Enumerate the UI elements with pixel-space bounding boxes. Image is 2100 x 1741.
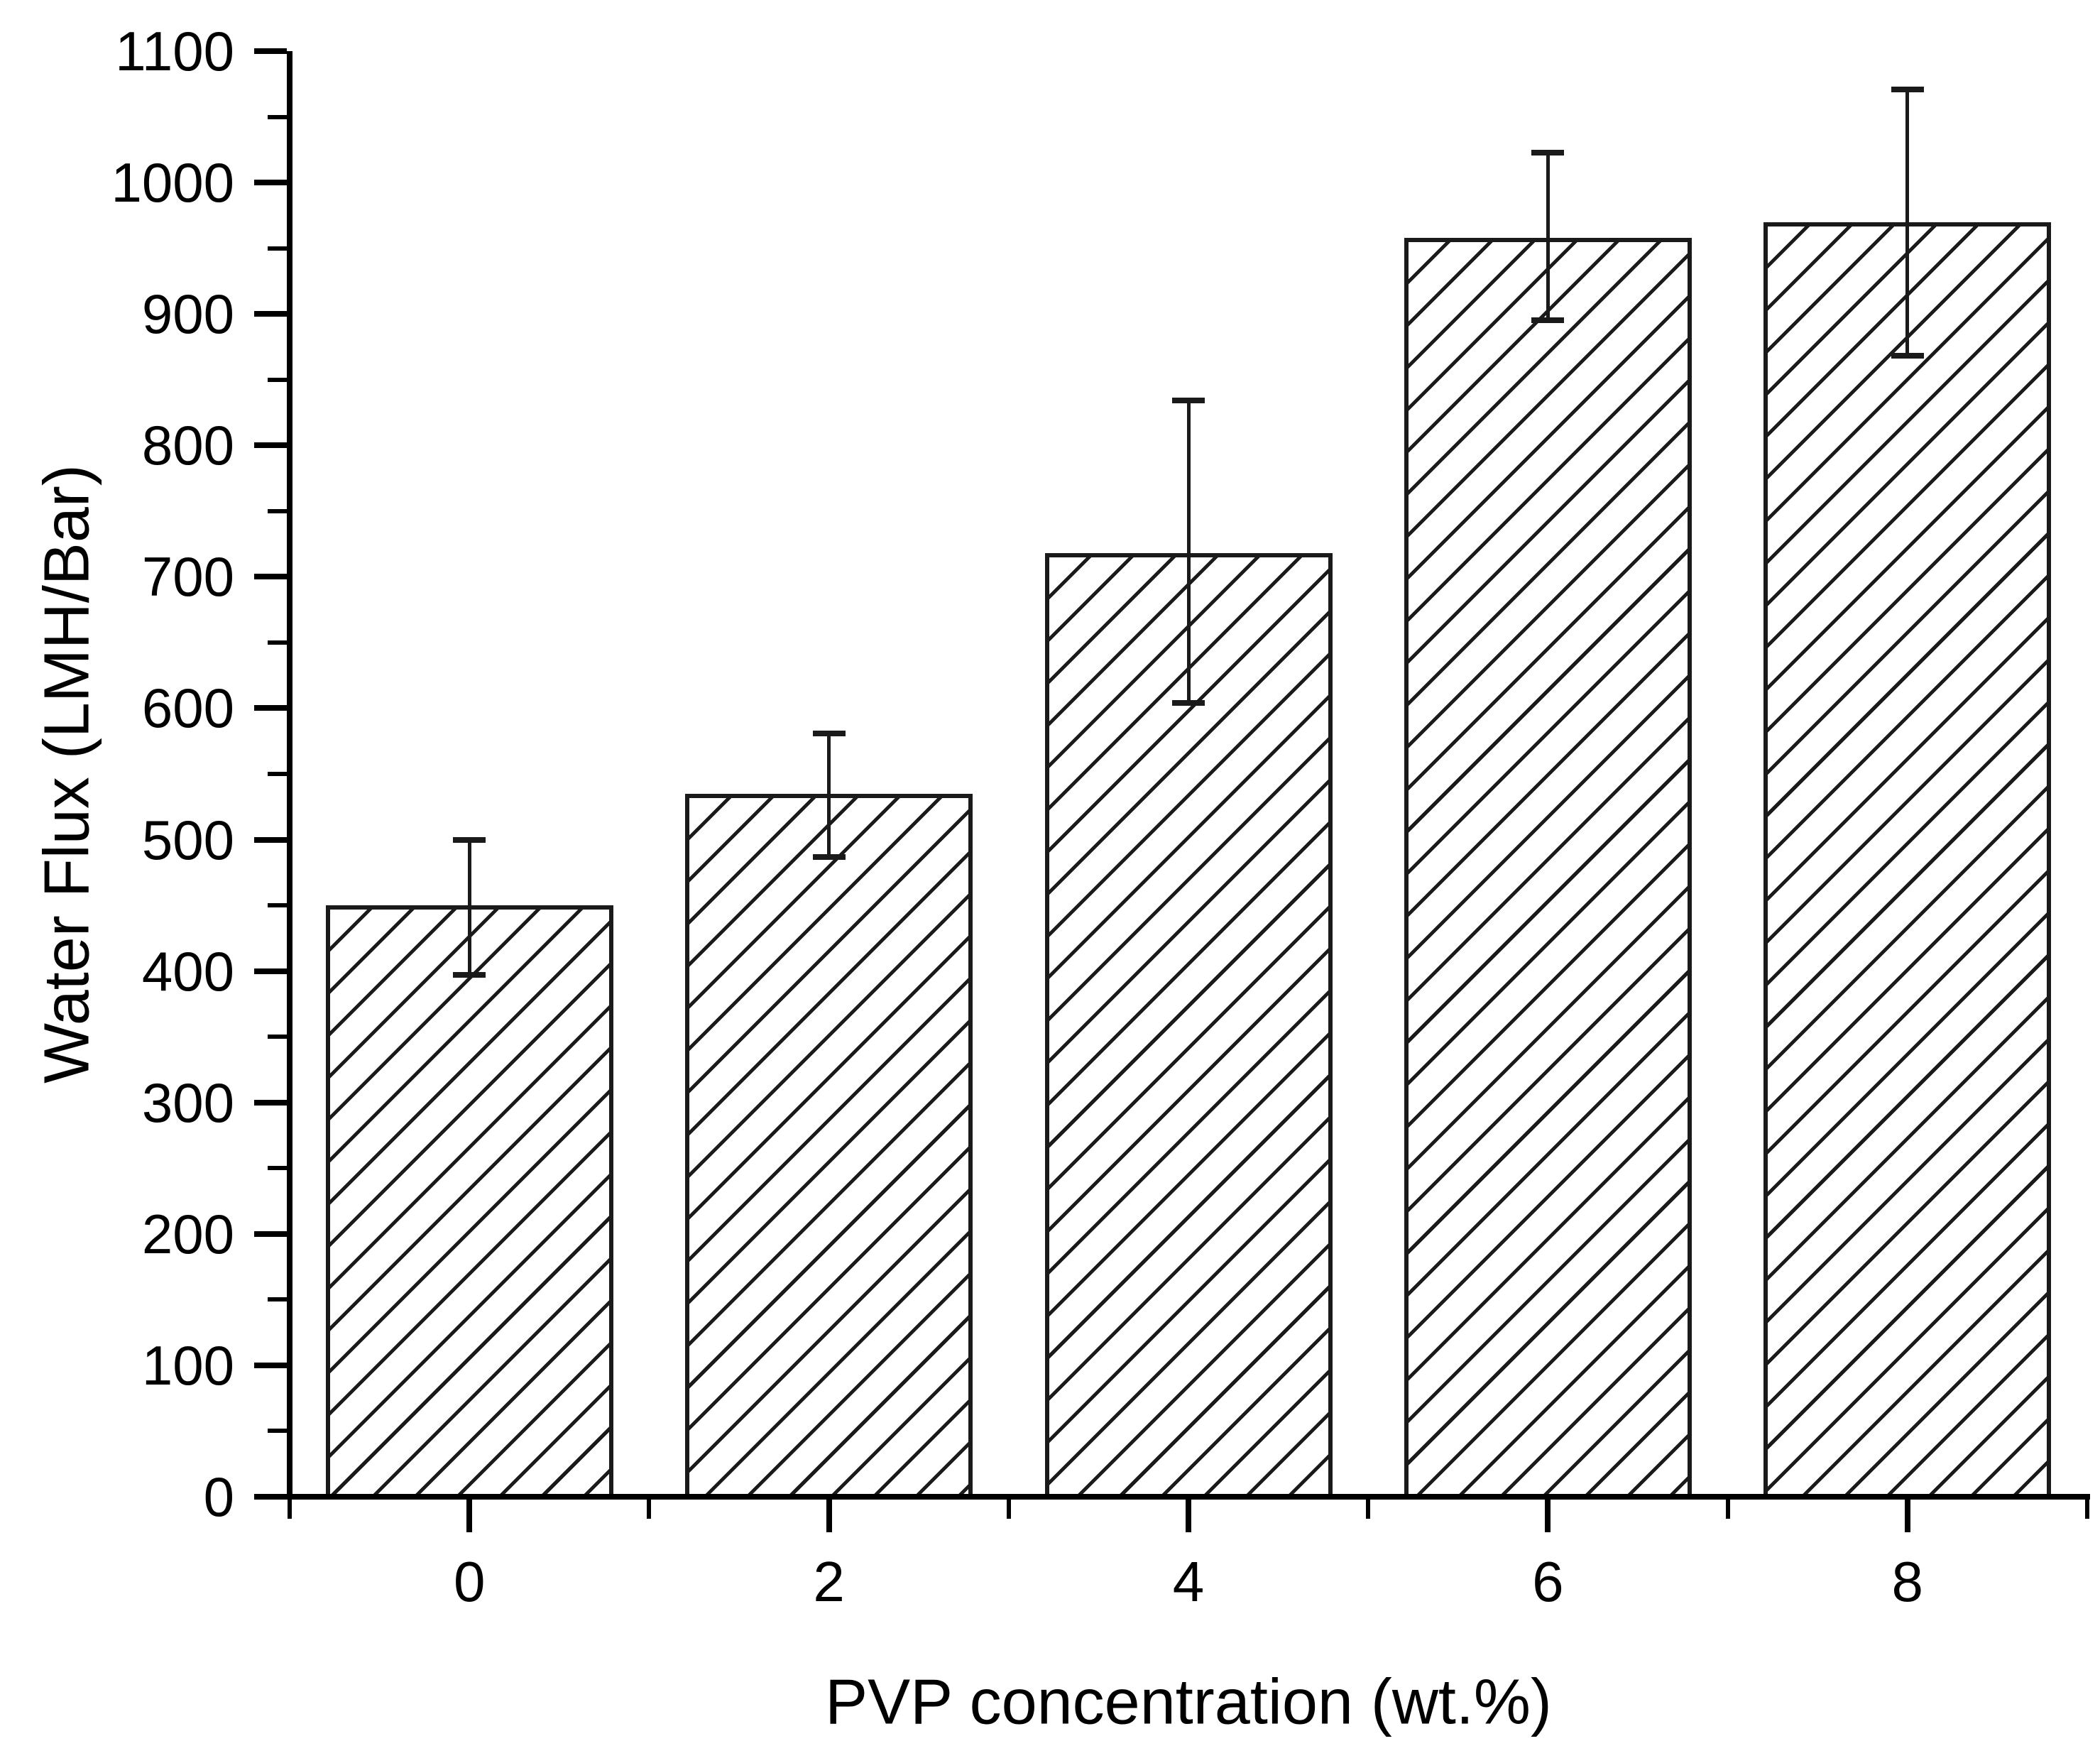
y-minor-tick (268, 903, 287, 908)
x-major-tick (1904, 1500, 1910, 1532)
x-axis-line (287, 1494, 2090, 1500)
x-minor-tick (1006, 1500, 1011, 1519)
x-axis-title: PVP concentration (wt.%) (825, 1666, 1552, 1738)
x-tick-label: 2 (813, 1550, 845, 1613)
y-minor-tick (268, 772, 287, 776)
y-minor-tick (268, 640, 287, 645)
y-major-tick (254, 1230, 287, 1237)
y-minor-tick (268, 114, 287, 119)
y-tick-label: 500 (141, 808, 234, 871)
y-minor-tick (268, 1166, 287, 1171)
error-bar-line (1186, 400, 1191, 704)
x-major-tick (1186, 1500, 1191, 1532)
y-major-tick (254, 311, 287, 317)
y-tick-label: 200 (141, 1202, 234, 1265)
x-tick-label: 8 (1891, 1550, 1924, 1613)
y-tick-label: 800 (141, 414, 234, 477)
error-bar-line (1905, 89, 1910, 356)
x-tick-label: 6 (1532, 1550, 1564, 1613)
y-tick-label: 600 (141, 677, 234, 740)
error-bar-cap-bottom (453, 972, 486, 978)
error-bar-cap-top (1172, 398, 1205, 404)
y-minor-tick (268, 1297, 287, 1302)
error-bar-line (467, 839, 471, 976)
y-major-tick (254, 180, 287, 186)
error-bar-cap-bottom (1531, 317, 1565, 324)
x-minor-tick (1725, 1500, 1730, 1519)
y-tick-label: 300 (141, 1071, 234, 1134)
bar (1404, 237, 1692, 1500)
x-minor-tick (288, 1500, 292, 1519)
error-bar-cap-bottom (1891, 353, 1924, 359)
y-major-tick (254, 48, 287, 54)
y-major-tick (254, 836, 287, 843)
error-bar-cap-top (453, 836, 486, 843)
bar (685, 793, 973, 1500)
bar (325, 905, 613, 1500)
y-tick-label: 100 (141, 1333, 234, 1397)
y-major-tick (254, 968, 287, 974)
x-major-tick (466, 1500, 473, 1532)
y-major-tick (254, 1362, 287, 1368)
x-tick-label: 4 (1172, 1550, 1205, 1613)
x-tick-label: 0 (453, 1550, 486, 1613)
y-minor-tick (268, 1035, 287, 1039)
y-tick-label: 400 (141, 939, 234, 1003)
error-bar-cap-bottom (1172, 700, 1205, 706)
y-major-tick (254, 442, 287, 449)
x-major-tick (826, 1500, 832, 1532)
error-bar-cap-top (1531, 149, 1565, 155)
x-minor-tick (2085, 1500, 2089, 1519)
error-bar-cap-bottom (812, 853, 846, 860)
bar (1044, 553, 1333, 1500)
bar (1763, 222, 2052, 1500)
y-major-tick (254, 705, 287, 711)
x-major-tick (1545, 1500, 1551, 1532)
y-minor-tick (268, 246, 287, 251)
y-axis-line (287, 51, 292, 1500)
y-minor-tick (268, 508, 287, 513)
x-minor-tick (647, 1500, 652, 1519)
y-tick-label: 700 (141, 545, 234, 608)
y-tick-label: 900 (141, 283, 234, 346)
y-minor-tick (268, 1429, 287, 1434)
error-bar-line (827, 733, 831, 857)
y-minor-tick (268, 377, 287, 382)
error-bar-cap-top (1891, 86, 1924, 92)
x-minor-tick (1366, 1500, 1371, 1519)
y-major-tick (254, 574, 287, 580)
y-tick-label: 0 (203, 1466, 234, 1528)
y-tick-label: 1000 (111, 151, 234, 214)
y-major-tick (254, 1099, 287, 1106)
y-tick-label: 1100 (115, 20, 234, 82)
y-major-tick (254, 1494, 287, 1500)
error-bar-cap-top (812, 730, 846, 736)
error-bar-line (1546, 152, 1550, 321)
